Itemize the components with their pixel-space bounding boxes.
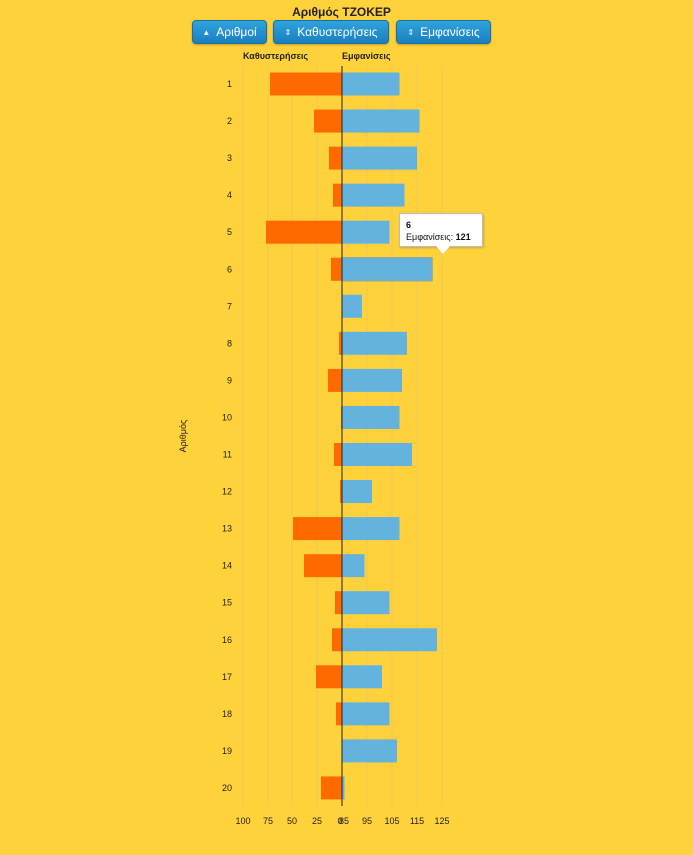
delay-bar [304, 554, 342, 578]
appearance-bar [342, 443, 412, 466]
appearance-bar [342, 665, 382, 689]
appearance-bar [342, 146, 417, 170]
delays-section-label: Καθυστερήσεις [243, 51, 309, 61]
bar-tooltip: 6 Εμφανίσεις: 121 [399, 213, 483, 254]
x-tick-label-delays: 100 [235, 816, 250, 826]
appearance-bar [342, 220, 390, 244]
delay-bar [314, 109, 342, 133]
x-tick-label-delays: 50 [287, 816, 297, 826]
appearance-bar [342, 368, 402, 392]
x-tick-label-delays: 75 [263, 816, 273, 826]
y-tick-label: 8 [227, 338, 232, 348]
y-tick-label: 1 [227, 79, 232, 89]
appearance-bar [342, 72, 400, 96]
appearance-bar [342, 331, 407, 355]
y-tick-label: 12 [222, 487, 232, 497]
sort-by-numbers-label: Αριθμοί [216, 25, 257, 39]
tooltip-label: Εμφανίσεις: [406, 232, 454, 242]
appearance-bar [342, 739, 397, 763]
y-tick-label: 15 [222, 598, 232, 608]
tooltip-value: 121 [455, 232, 471, 242]
y-tick-label: 5 [227, 227, 232, 237]
y-tick-label: 9 [227, 375, 232, 385]
appearance-bar [342, 776, 345, 800]
delay-bar [336, 702, 342, 726]
y-tick-label: 11 [223, 450, 232, 460]
appearance-bar [342, 480, 372, 504]
x-tick-label-appearances: 95 [362, 816, 372, 826]
appearance-bar [342, 517, 400, 541]
chart-title: Αριθμός ΤΖΟΚΕΡ [292, 5, 391, 19]
appearance-bar [342, 294, 362, 318]
y-tick-label: 6 [227, 264, 232, 274]
tooltip-number: 6 [406, 220, 412, 230]
delay-bar [335, 591, 342, 615]
delay-bar [329, 146, 342, 170]
delay-bar [328, 368, 342, 392]
sort-by-delays-button[interactable]: ⇕ Καθυστερήσεις [273, 20, 389, 44]
sort-both-icon: ⇕ [284, 28, 292, 37]
appearance-bar [342, 702, 390, 726]
appearance-bar [342, 628, 437, 652]
y-tick-label: 13 [222, 524, 232, 534]
sort-asc-icon: ▲ [202, 28, 211, 37]
x-tick-label-appearances: 125 [434, 816, 449, 826]
delay-bar [270, 72, 342, 96]
x-tick-label-appearances: 115 [410, 816, 424, 826]
y-tick-label: 16 [222, 635, 232, 645]
delay-bar [333, 183, 342, 207]
y-tick-label: 20 [222, 783, 232, 793]
delay-bar [316, 665, 342, 689]
y-tick-label: 3 [227, 153, 232, 163]
delay-bar [334, 443, 342, 466]
appearance-bar [342, 109, 420, 133]
y-tick-label: 17 [222, 672, 232, 682]
y-tick-label: 10 [222, 412, 232, 422]
delay-bar [266, 220, 342, 244]
sort-by-appearances-button[interactable]: ⇕ Εμφανίσεις [396, 20, 491, 44]
y-tick-label: 19 [222, 746, 232, 756]
delay-bar [331, 257, 342, 281]
appearance-bar [342, 591, 390, 615]
y-tick-label: 14 [222, 561, 232, 571]
appearance-bar [342, 554, 365, 578]
sort-by-delays-label: Καθυστερήσεις [297, 25, 378, 39]
y-tick-label: 2 [227, 116, 232, 126]
x-tick-label-delays: 25 [312, 816, 322, 826]
delay-bar [339, 331, 342, 355]
appearance-bar [341, 257, 433, 282]
sort-by-numbers-button[interactable]: ▲ Αριθμοί [192, 20, 267, 44]
appearances-section-label: Εμφανίσεις [342, 51, 391, 61]
x-tick-label-appearances: 85 [339, 816, 349, 826]
appearance-bar [342, 405, 400, 429]
delay-bar [340, 480, 342, 504]
sort-both-icon: ⇕ [407, 28, 415, 37]
y-tick-label: 7 [227, 301, 232, 311]
delay-bar [332, 628, 342, 652]
x-tick-label-delays: 0 [337, 816, 342, 826]
appearance-bar [342, 183, 405, 207]
delay-bar [293, 517, 342, 541]
sort-by-appearances-label: Εμφανίσεις [420, 25, 480, 39]
y-tick-label: 18 [222, 709, 232, 719]
delay-bar [321, 776, 342, 800]
x-tick-label-appearances: 105 [384, 816, 399, 826]
y-tick-label: 4 [227, 190, 232, 200]
